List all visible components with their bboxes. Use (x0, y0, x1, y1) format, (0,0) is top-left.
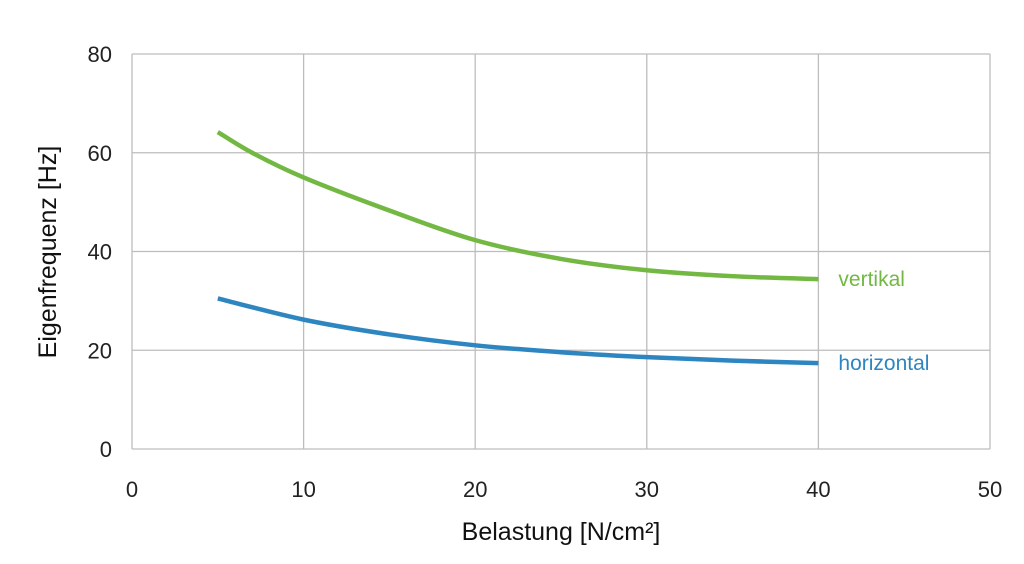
x-tick-label: 0 (126, 477, 138, 502)
x-tick-label: 20 (463, 477, 487, 502)
series-labels: vertikal horizontal (838, 268, 929, 375)
y-tick-label: 0 (100, 437, 112, 462)
x-tick-label: 30 (635, 477, 659, 502)
x-tick-labels: 0 10 20 30 40 50 (126, 477, 1002, 502)
x-tick-label: 10 (291, 477, 315, 502)
y-tick-label: 40 (88, 240, 112, 265)
series-line-horizontal (217, 296, 819, 366)
grid (131, 53, 991, 450)
y-tick-label: 20 (88, 338, 112, 363)
series-label-vertikal: vertikal (838, 268, 905, 291)
x-tick-label: 40 (806, 477, 830, 502)
series-label-horizontal: horizontal (838, 352, 929, 375)
y-tick-labels: 0 20 40 60 80 (88, 42, 112, 462)
x-tick-label: 50 (978, 477, 1002, 502)
y-tick-label: 60 (88, 141, 112, 166)
series-lines (216, 130, 819, 366)
y-tick-label: 80 (88, 42, 112, 67)
series-line-vertikal (216, 130, 819, 282)
y-axis-title: Eigenfrequenz [Hz] (34, 146, 62, 359)
x-axis-title: Belastung [N/cm²] (462, 518, 661, 546)
